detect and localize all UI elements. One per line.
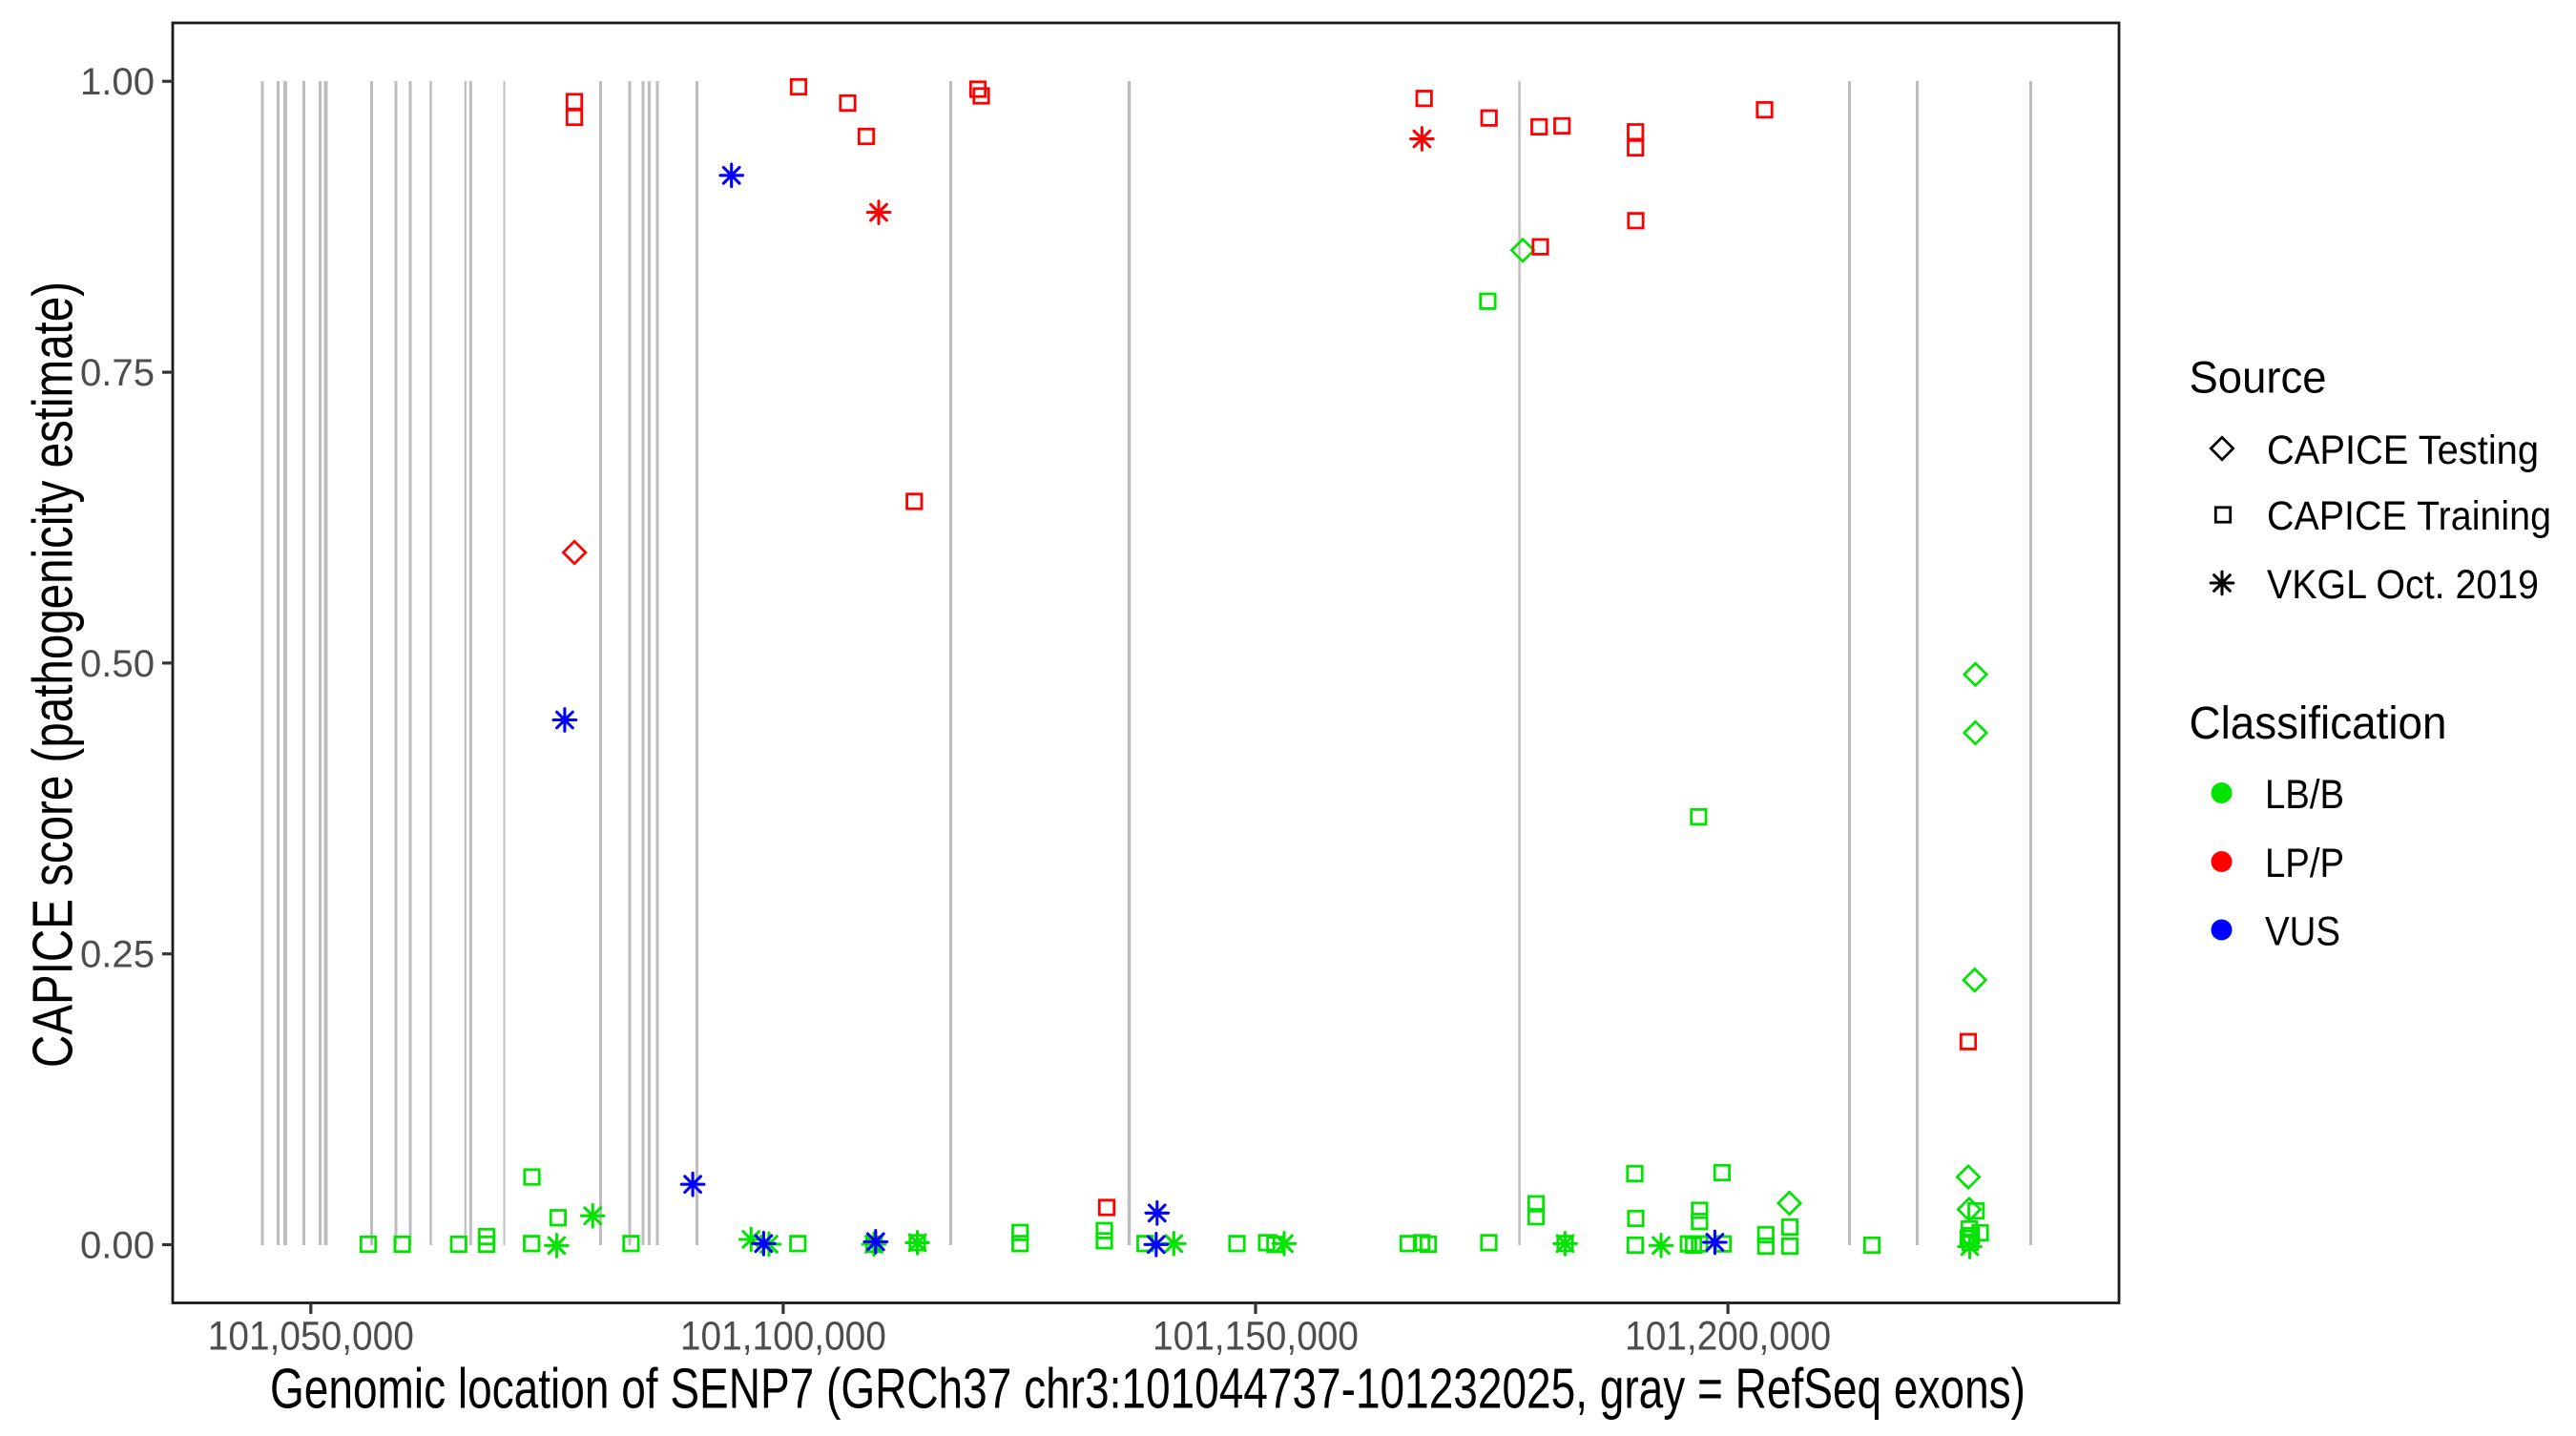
svg-text:101,150,000: 101,150,000	[1153, 1314, 1359, 1360]
svg-text:Classification: Classification	[2190, 698, 2447, 749]
svg-text:CAPICE Training: CAPICE Training	[2267, 493, 2551, 539]
svg-text:101,200,000: 101,200,000	[1625, 1314, 1831, 1360]
svg-text:0.00: 0.00	[80, 1225, 155, 1267]
svg-text:1.00: 1.00	[80, 61, 155, 103]
svg-text:LP/P: LP/P	[2265, 841, 2344, 886]
svg-text:101,100,000: 101,100,000	[680, 1314, 886, 1360]
svg-text:LB/B: LB/B	[2265, 772, 2344, 818]
svg-text:Source: Source	[2190, 353, 2327, 404]
svg-text:0.25: 0.25	[80, 934, 155, 976]
svg-text:CAPICE score (pathogenicity es: CAPICE score (pathogenicity estimate)	[22, 281, 85, 1068]
svg-text:101,050,000: 101,050,000	[208, 1314, 414, 1360]
svg-text:VKGL Oct. 2019: VKGL Oct. 2019	[2267, 562, 2539, 608]
svg-text:CAPICE Testing: CAPICE Testing	[2267, 427, 2539, 473]
svg-text:0.50: 0.50	[80, 643, 155, 685]
svg-text:0.75: 0.75	[80, 352, 155, 394]
svg-text:VUS: VUS	[2265, 909, 2340, 955]
svg-text:Genomic location of SENP7 (GRC: Genomic location of SENP7 (GRCh37 chr3:1…	[270, 1358, 2025, 1421]
